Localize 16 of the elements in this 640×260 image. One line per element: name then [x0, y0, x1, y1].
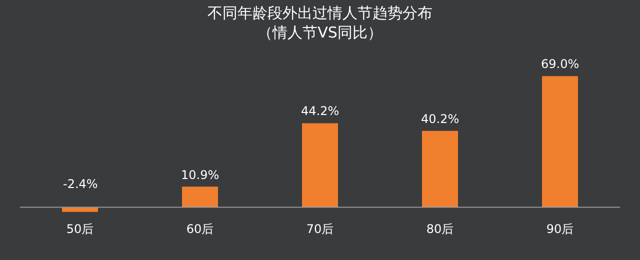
data-label: -2.4% — [63, 177, 98, 191]
data-label: 69.0% — [541, 57, 580, 71]
bar — [182, 186, 218, 208]
x-tick-label: 60后 — [186, 222, 214, 236]
chart-title: 不同年龄段外出过情人节趋势分布 — [208, 4, 432, 22]
chart-subtitle: （情人节VS同比） — [258, 24, 382, 42]
bar — [422, 130, 458, 208]
x-tick-label: 50后 — [66, 222, 94, 236]
x-tick-label: 90后 — [546, 222, 574, 236]
x-tick-label: 70后 — [306, 222, 334, 236]
x-tick-label: 80后 — [426, 222, 454, 236]
bar — [302, 123, 338, 208]
data-label: 10.9% — [181, 168, 220, 182]
bar — [542, 76, 578, 208]
data-label: 40.2% — [421, 112, 460, 126]
data-label: 44.2% — [301, 104, 340, 118]
